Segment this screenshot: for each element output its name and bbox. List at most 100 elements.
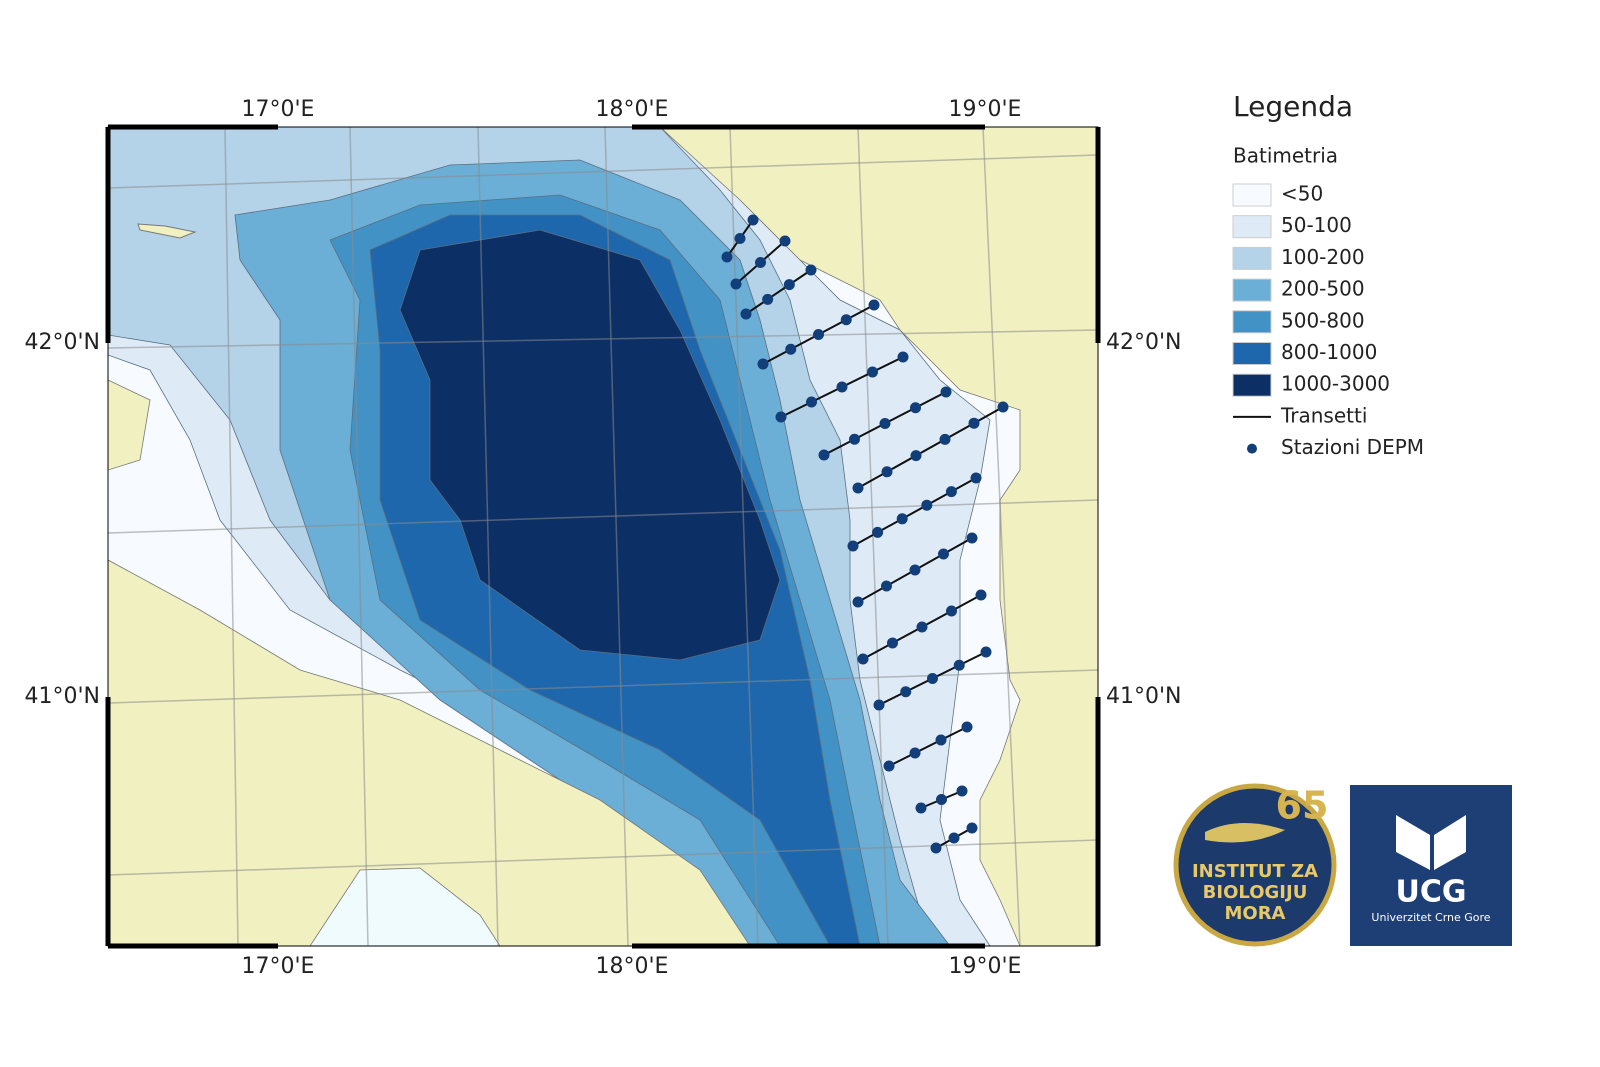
station: [881, 580, 892, 592]
legend-point: [1247, 443, 1257, 454]
station: [938, 548, 949, 560]
station: [805, 264, 817, 276]
station: [734, 233, 746, 244]
station: [857, 653, 869, 665]
sea-1000-3000: [399, 229, 781, 661]
legend-label: 500-800: [1281, 308, 1365, 332]
station: [966, 822, 978, 834]
station: [755, 257, 766, 268]
legend-swatch: [1232, 215, 1272, 239]
station: [921, 499, 933, 511]
lon-label: 17°0'E: [242, 97, 315, 122]
lon-label: 17°0'E: [242, 954, 315, 979]
transect: [888, 726, 968, 767]
legend-swatch: [1232, 246, 1272, 270]
station: [740, 308, 752, 320]
station: [779, 235, 791, 247]
station: [997, 401, 1009, 413]
transect: [857, 406, 1004, 489]
station: [930, 842, 942, 854]
station: [946, 605, 957, 617]
legend-label: <50: [1281, 182, 1323, 206]
legend-label: 1000-3000: [1281, 372, 1390, 396]
station: [730, 278, 742, 290]
station: [897, 351, 909, 363]
station: [757, 358, 769, 370]
station: [813, 329, 824, 340]
legend-subtitle: Batimetria: [1233, 144, 1338, 168]
station: [887, 637, 898, 649]
station: [939, 433, 951, 445]
station: [783, 279, 795, 291]
legend-label: 100-200: [1281, 245, 1365, 269]
logo-text: MORA: [1224, 903, 1285, 924]
station: [852, 482, 864, 494]
station: [785, 343, 797, 355]
island: [137, 223, 197, 239]
legend-label: 50-100: [1281, 213, 1352, 237]
lat-label: 42°0'N: [1106, 330, 1182, 355]
station: [968, 417, 980, 429]
station: [961, 721, 973, 733]
station: [927, 673, 938, 684]
station: [840, 314, 852, 326]
station: [915, 802, 927, 814]
graticule: [108, 127, 1098, 946]
station: [847, 540, 859, 552]
station: [775, 411, 787, 423]
station: [762, 293, 774, 305]
transect: [745, 269, 812, 315]
logo-short: UCG: [1395, 875, 1466, 910]
logo-number: 65: [1276, 784, 1329, 828]
station: [909, 747, 921, 759]
gulf: [309, 867, 501, 946]
station: [935, 734, 947, 746]
legend-swatch: [1232, 310, 1272, 334]
station: [836, 381, 848, 393]
station: [883, 760, 895, 772]
university-logo: UCG Univerzitet Crne Gore: [1350, 785, 1512, 946]
lon-label: 18°0'E: [596, 97, 669, 122]
station: [936, 794, 947, 805]
station: [970, 472, 982, 484]
lon-label: 19°0'E: [949, 954, 1022, 979]
legend: Legenda Batimetria <50 50-100 100-200 200-5…: [1232, 90, 1424, 459]
lat-label: 42°0'N: [25, 330, 101, 355]
logo-name: Univerzitet Crne Gore: [1371, 911, 1490, 924]
station: [852, 596, 864, 608]
station: [900, 686, 912, 698]
station: [910, 402, 921, 414]
station: [966, 532, 978, 544]
transects: [721, 214, 1009, 854]
station: [881, 466, 893, 478]
station: [909, 564, 921, 576]
station: [940, 386, 952, 398]
logo-text: INSTITUT ZA: [1192, 861, 1318, 882]
station: [818, 449, 830, 461]
lat-label: 41°0'N: [1106, 684, 1182, 709]
lon-label: 19°0'E: [949, 97, 1022, 122]
legend-label: 800-1000: [1281, 340, 1377, 364]
lat-label: 41°0'N: [25, 684, 101, 709]
station: [879, 418, 891, 429]
legend-label: Stazioni DEPM: [1281, 435, 1424, 459]
legend-swatch: [1232, 183, 1272, 207]
station: [747, 214, 759, 226]
station: [872, 526, 884, 538]
legend-title: Legenda: [1233, 90, 1353, 123]
station: [980, 646, 992, 658]
station: [910, 450, 922, 462]
station: [873, 699, 885, 711]
map-frame: [107, 126, 1099, 947]
station: [975, 589, 987, 601]
frame-bars: [105, 124, 1101, 949]
legend-label: Transetti: [1280, 403, 1367, 427]
map-body: [108, 127, 1098, 946]
station: [867, 366, 878, 378]
station: [916, 621, 928, 633]
logo-text: BIOLOGIJU: [1203, 882, 1308, 903]
lon-label: 18°0'E: [596, 954, 669, 979]
station: [806, 396, 817, 408]
station: [868, 299, 880, 311]
